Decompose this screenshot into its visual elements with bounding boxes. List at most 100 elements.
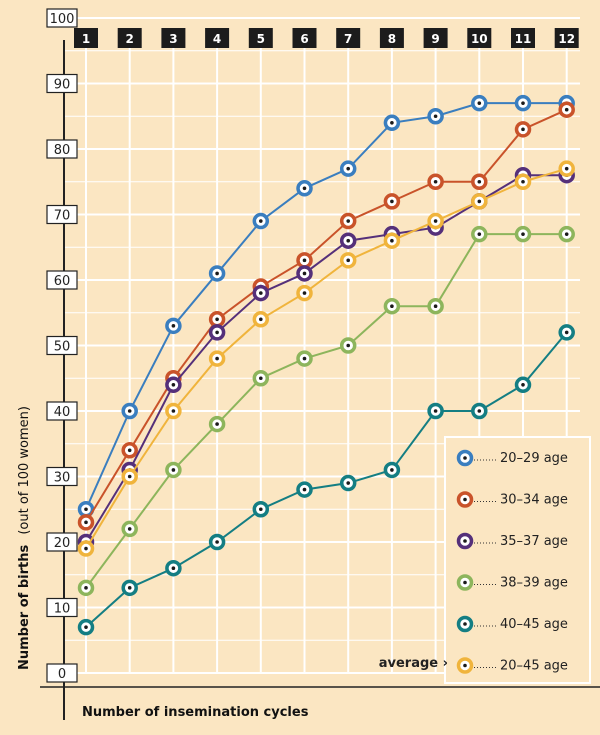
data-point-center	[346, 258, 351, 263]
data-point-center	[84, 520, 88, 525]
data-point-center	[84, 546, 88, 551]
legend-entry: 20–45 age	[456, 657, 568, 674]
y-tick-box	[46, 335, 78, 356]
x-tick-label: 2	[126, 32, 134, 46]
data-point-center	[171, 566, 176, 570]
data-point-center	[127, 448, 132, 453]
x-tick-box	[117, 28, 142, 48]
data-point-center	[477, 101, 482, 105]
legend-entry: 38–39 age	[456, 574, 568, 591]
x-tick-box	[336, 28, 361, 48]
data-point-center	[477, 232, 482, 236]
legend-marker-center	[463, 580, 467, 585]
x-tick-box	[248, 28, 273, 48]
x-tick-label: 5	[257, 32, 265, 46]
data-point-center	[433, 304, 438, 309]
data-point-center	[302, 258, 307, 263]
data-point-center	[433, 114, 438, 119]
series-layer	[77, 94, 575, 636]
data-point-center	[346, 219, 351, 223]
data-point-center	[521, 383, 525, 387]
x-tick-label: 12	[558, 32, 575, 46]
y-tick-box	[46, 8, 78, 28]
y-tick-box	[46, 401, 78, 421]
y-tick-label: 50	[54, 340, 71, 355]
y-tick-label: 40	[54, 405, 71, 420]
data-point-center	[127, 409, 132, 413]
x-axis-title: Number of insemination cycles	[82, 705, 309, 720]
legend-entry: 35–37 age	[456, 532, 568, 550]
data-point-center	[215, 271, 219, 276]
x-tick-box	[74, 28, 98, 48]
data-point-center	[171, 409, 176, 413]
data-point-center	[259, 219, 263, 223]
x-tick-box	[161, 28, 186, 48]
y-tick-box	[46, 597, 78, 618]
data-point-center	[259, 376, 263, 381]
data-point-center	[84, 507, 88, 512]
data-point-center	[259, 317, 263, 322]
data-point-center	[390, 304, 394, 309]
y-tick-box	[46, 270, 78, 290]
y-tick-label: 80	[54, 143, 71, 158]
data-point-center	[564, 330, 569, 335]
data-point-center	[215, 422, 219, 426]
x-tick-box	[292, 28, 317, 48]
series-5	[77, 324, 575, 636]
data-point-center	[390, 199, 394, 204]
data-point-center	[302, 356, 307, 361]
data-point-center	[390, 121, 394, 125]
data-point-center	[346, 238, 351, 243]
legend-marker-center	[463, 663, 467, 668]
series-4	[77, 225, 575, 597]
x-tick-box	[467, 28, 492, 48]
data-point-center	[84, 586, 88, 590]
x-tick-box	[554, 28, 579, 48]
data-point-center	[215, 317, 219, 322]
data-point-center	[302, 291, 307, 295]
data-point-center	[302, 487, 307, 492]
legend-background	[444, 436, 591, 684]
data-point-center	[564, 232, 569, 236]
data-point-center	[171, 324, 176, 328]
series-1	[77, 94, 575, 518]
data-point-center	[302, 186, 307, 191]
data-point-center	[390, 468, 394, 472]
x-tick-label: 11	[515, 32, 532, 46]
x-tick-box	[423, 28, 448, 48]
x-tick-box	[379, 28, 404, 48]
legend-marker-center	[463, 539, 467, 543]
data-point-center	[433, 409, 438, 413]
data-point-center	[521, 232, 525, 236]
y-tick-label: 0	[58, 667, 66, 682]
x-tick-box	[205, 28, 230, 48]
y-axis-title-main: Number of births	[17, 545, 32, 670]
y-tick-box	[46, 139, 78, 159]
legend-label: 20–29 age	[500, 451, 568, 466]
x-tick-label: 8	[388, 32, 396, 46]
data-point-center	[433, 219, 438, 223]
y-tick-label: 20	[54, 536, 71, 551]
data-point-center	[521, 179, 525, 184]
data-point-center	[84, 625, 88, 629]
legend-marker-center	[463, 497, 467, 502]
data-point-center	[564, 166, 569, 171]
data-point-center	[215, 356, 219, 361]
legend-label: 35–37 age	[500, 534, 568, 549]
data-point-center	[390, 238, 394, 243]
y-tick-box	[46, 663, 78, 683]
y-tick-box	[46, 73, 78, 94]
y-tick-label: 70	[54, 209, 71, 224]
data-point-center	[521, 101, 525, 105]
legend-entry: 40–45 age	[456, 615, 568, 633]
average-label: average ›	[379, 656, 448, 671]
x-tick-label: 1	[82, 32, 90, 46]
data-point-center	[259, 507, 263, 512]
data-point-center	[477, 409, 482, 413]
data-point-center	[127, 527, 132, 531]
legend-label: 40–45 age	[500, 617, 568, 632]
x-tick-label: 6	[300, 32, 308, 46]
data-point-center	[477, 199, 482, 204]
legend: 20–29 age 30–34 age 35–37 age 38–39 age 40–4…	[456, 449, 568, 674]
x-tick-label: 4	[213, 32, 221, 46]
